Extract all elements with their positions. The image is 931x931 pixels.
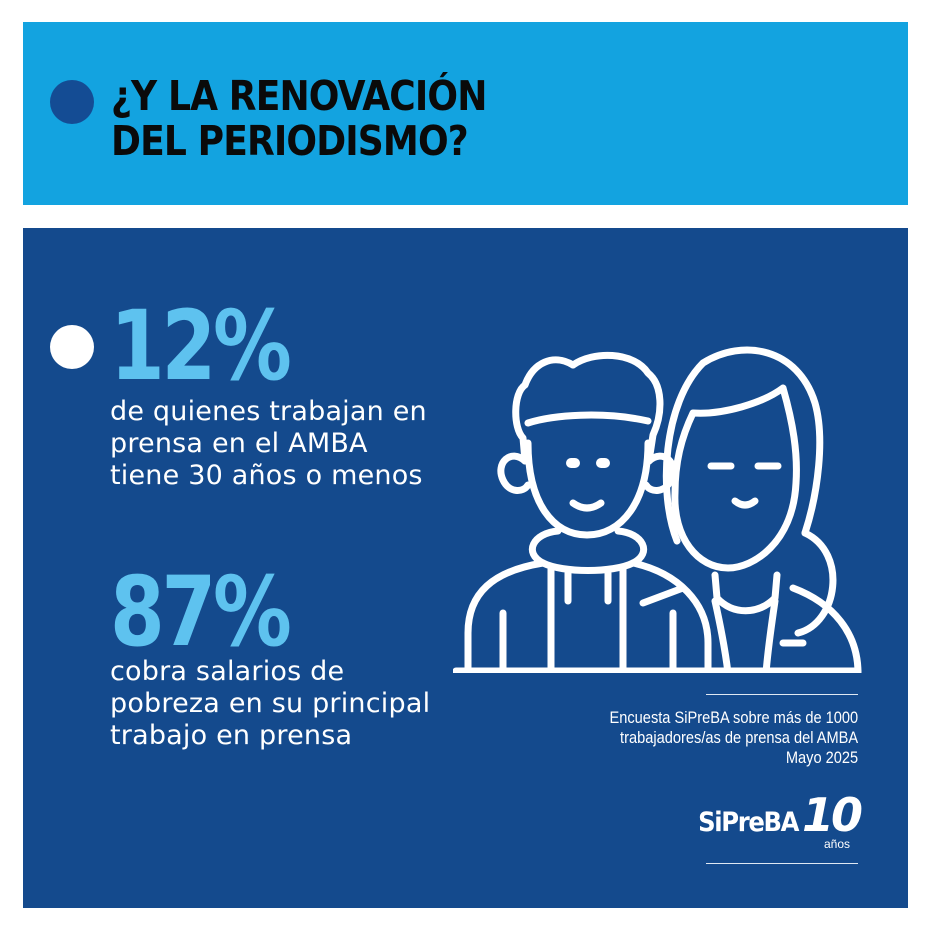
stat-text-young: de quienes trabajan en prensa en el AMBA… bbox=[110, 396, 427, 491]
bullet-dot-icon bbox=[50, 325, 94, 369]
woman-figure-icon bbox=[639, 346, 862, 673]
stat-text-poverty: cobra salarios de pobreza en su principa… bbox=[110, 656, 431, 751]
source-line-1: Encuesta SiPreBA sobre más de 1000 bbox=[609, 708, 858, 727]
source-line-3: Mayo 2025 bbox=[785, 748, 858, 767]
stat-value-young: 12% bbox=[110, 290, 292, 402]
sipreba-logo: SiPreBA 10 años bbox=[658, 788, 863, 853]
logo-number: 10 bbox=[801, 788, 863, 842]
logo-name: SiPreBA bbox=[698, 807, 799, 838]
stat-value-poverty: 87% bbox=[110, 556, 292, 668]
header-banner: ¿Y LA RENOVACIÓN DEL PERIODISMO? bbox=[23, 22, 908, 205]
page-title: ¿Y LA RENOVACIÓN DEL PERIODISMO? bbox=[111, 72, 487, 165]
source-line-2: trabajadores/as de prensa del AMBA bbox=[619, 728, 858, 747]
logo-years: años bbox=[823, 837, 850, 851]
header-dot-icon bbox=[50, 80, 94, 124]
two-young-people-icon bbox=[453, 346, 862, 673]
man-figure-icon bbox=[464, 351, 712, 673]
logo-bottom-divider bbox=[706, 863, 858, 864]
source-top-divider bbox=[706, 694, 858, 695]
source-note: Encuesta SiPreBA sobre más de 1000 traba… bbox=[609, 708, 858, 768]
main-panel: 12% de quienes trabajan en prensa en el … bbox=[23, 228, 908, 908]
